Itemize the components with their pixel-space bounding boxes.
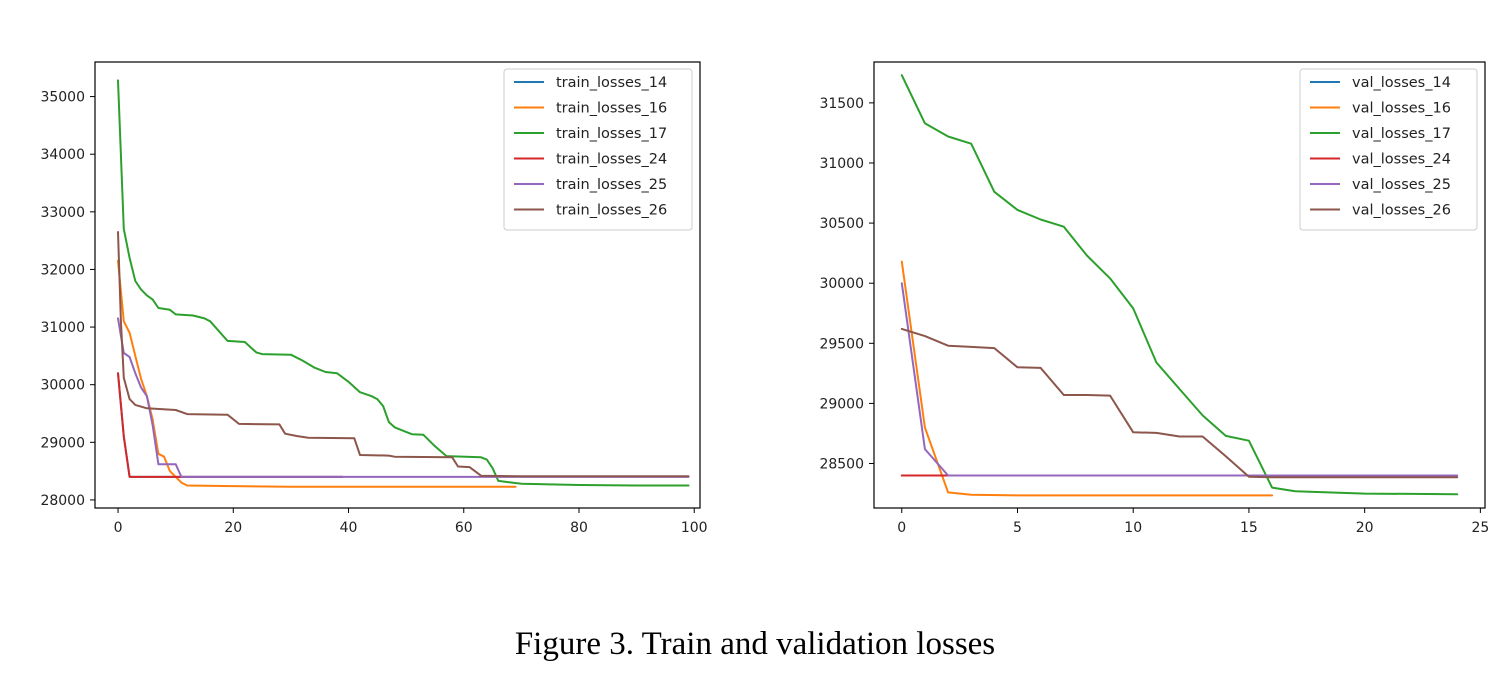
y-tick-label: 29500 [819, 336, 864, 352]
legend-label: train_losses_14 [556, 75, 667, 91]
val-losses-chart: 0 5 10 15 20 25 28500 29000 29500 30000 30500 31000… [819, 61, 1489, 536]
series-line-val-losses-17 [900, 74, 1459, 496]
x-tick-label: 20 [224, 520, 242, 536]
legend-label: train_losses_16 [556, 101, 667, 117]
figure-caption: Figure 3. Train and validation losses [514, 626, 996, 662]
plot-frame [94, 61, 701, 509]
legend-label: train_losses_26 [556, 203, 667, 219]
legend-box [1299, 68, 1478, 231]
x-tick-label: 5 [1013, 520, 1022, 536]
legend-label: train_losses_24 [556, 152, 667, 168]
plot-frame [873, 61, 1486, 509]
y-tick-label: 33000 [40, 205, 85, 221]
series-line-val-losses-26 [900, 327, 1459, 479]
y-tick-label: 30500 [819, 216, 864, 232]
legend-box [503, 68, 693, 231]
series-line-train-losses-25 [117, 317, 690, 478]
y-tick-label: 32000 [40, 262, 85, 278]
legend-label: val_losses_25 [1352, 177, 1451, 193]
y-tick-label: 34000 [40, 147, 85, 163]
series-line-val-losses-25 [900, 282, 1459, 477]
legend-label: val_losses_24 [1352, 152, 1451, 168]
train-losses-chart: 0 20 40 60 80 100 28000 29000 30000 31000 32000 330… [40, 61, 708, 536]
y-tick-label: 29000 [40, 435, 85, 451]
legend-label: val_losses_16 [1352, 101, 1451, 117]
legend-label: val_losses_14 [1352, 75, 1451, 91]
legend: val_losses_14 val_losses_16 val_losses_17v… [1299, 68, 1478, 231]
y-tick-label: 31000 [40, 320, 85, 336]
x-tick-label: 10 [1124, 520, 1142, 536]
x-tick-label: 20 [1356, 520, 1374, 536]
x-tick-label: 25 [1471, 520, 1489, 536]
x-tick-label: 15 [1240, 520, 1258, 536]
legend: train_losses_14 train_losses_16 train_loss… [503, 68, 693, 231]
x-tick-label: 100 [681, 520, 708, 536]
x-tick-label: 40 [340, 520, 358, 536]
series-line-val-losses-16 [900, 260, 1274, 497]
legend-label: train_losses_17 [556, 126, 667, 142]
series-line-train-losses-26 [117, 231, 690, 478]
legend-label: train_losses_25 [556, 177, 667, 193]
y-tick-label: 30000 [40, 378, 85, 394]
y-tick-label: 28000 [40, 493, 85, 509]
series-line-train-losses-16 [117, 259, 517, 488]
x-tick-label: 0 [897, 520, 906, 536]
series-line-train-losses-17 [117, 79, 690, 487]
x-tick-label: 60 [455, 520, 473, 536]
x-tick-label: 0 [114, 520, 123, 536]
y-tick-label: 30000 [819, 276, 864, 292]
y-tick-label: 29000 [819, 396, 864, 412]
legend-label: val_losses_17 [1352, 126, 1451, 142]
x-tick-label: 80 [570, 520, 588, 536]
y-tick-label: 31000 [819, 156, 864, 172]
y-tick-label: 31500 [819, 96, 864, 112]
y-tick-label: 35000 [40, 90, 85, 106]
y-tick-label: 28500 [819, 457, 864, 473]
legend-label: val_losses_26 [1352, 203, 1451, 219]
